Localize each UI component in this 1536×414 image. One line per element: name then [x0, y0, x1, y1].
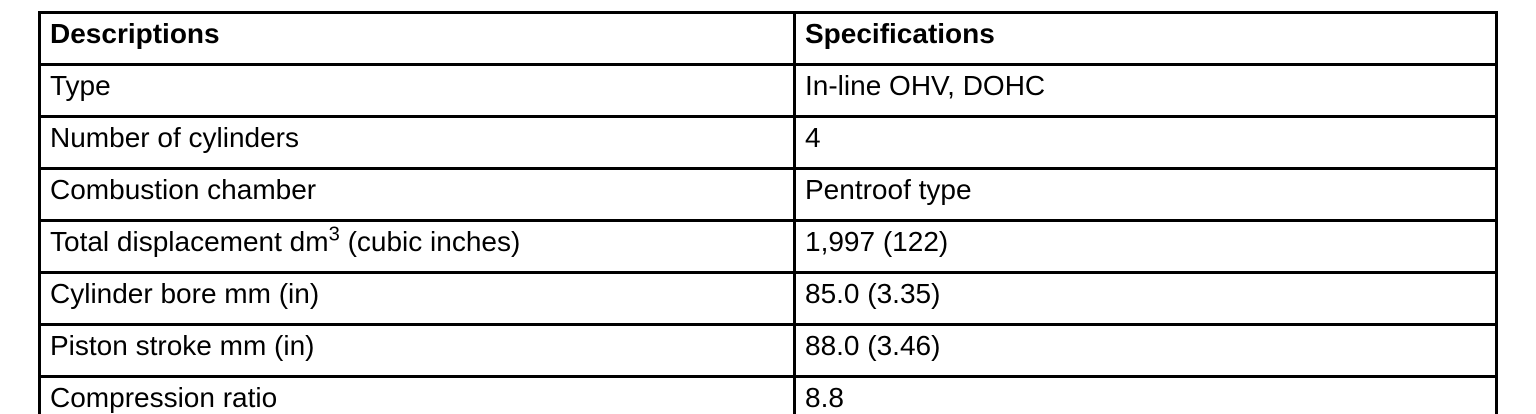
- table-row: Number of cylinders 4: [38, 115, 1498, 170]
- description-cell: Cylinder bore mm (in): [38, 271, 796, 326]
- column-header-descriptions: Descriptions: [38, 11, 796, 66]
- description-cell: Total displacement dm3 (cubic inches): [38, 219, 796, 274]
- table-row: Total displacement dm3 (cubic inches) 1,…: [38, 219, 1498, 274]
- description-text: Total displacement dm: [50, 226, 329, 257]
- description-text-suffix: (cubic inches): [339, 226, 521, 257]
- table-row: Piston stroke mm (in) 88.0 (3.46): [38, 323, 1498, 378]
- description-cell: Piston stroke mm (in): [38, 323, 796, 378]
- specification-cell: In-line OHV, DOHC: [793, 63, 1498, 118]
- description-cell: Compression ratio: [38, 375, 796, 414]
- superscript-3: 3: [328, 223, 340, 246]
- description-cell: Combustion chamber: [38, 167, 796, 222]
- column-header-specifications: Specifications: [793, 11, 1498, 66]
- table-header-row: Descriptions Specifications: [38, 11, 1498, 66]
- description-cell: Type: [38, 63, 796, 118]
- table-row: Cylinder bore mm (in) 85.0 (3.35): [38, 271, 1498, 326]
- table-row: Combustion chamber Pentroof type: [38, 167, 1498, 222]
- specification-cell: 4: [793, 115, 1498, 170]
- specification-cell: 8.8: [793, 375, 1498, 414]
- specification-cell: 85.0 (3.35): [793, 271, 1498, 326]
- description-cell: Number of cylinders: [38, 115, 796, 170]
- specification-cell: Pentroof type: [793, 167, 1498, 222]
- table-row: Type In-line OHV, DOHC: [38, 63, 1498, 118]
- specification-cell: 88.0 (3.46): [793, 323, 1498, 378]
- specification-cell: 1,997 (122): [793, 219, 1498, 274]
- table-row: Compression ratio 8.8: [38, 375, 1498, 414]
- engine-specifications-table: Descriptions Specifications Type In-line…: [38, 11, 1498, 414]
